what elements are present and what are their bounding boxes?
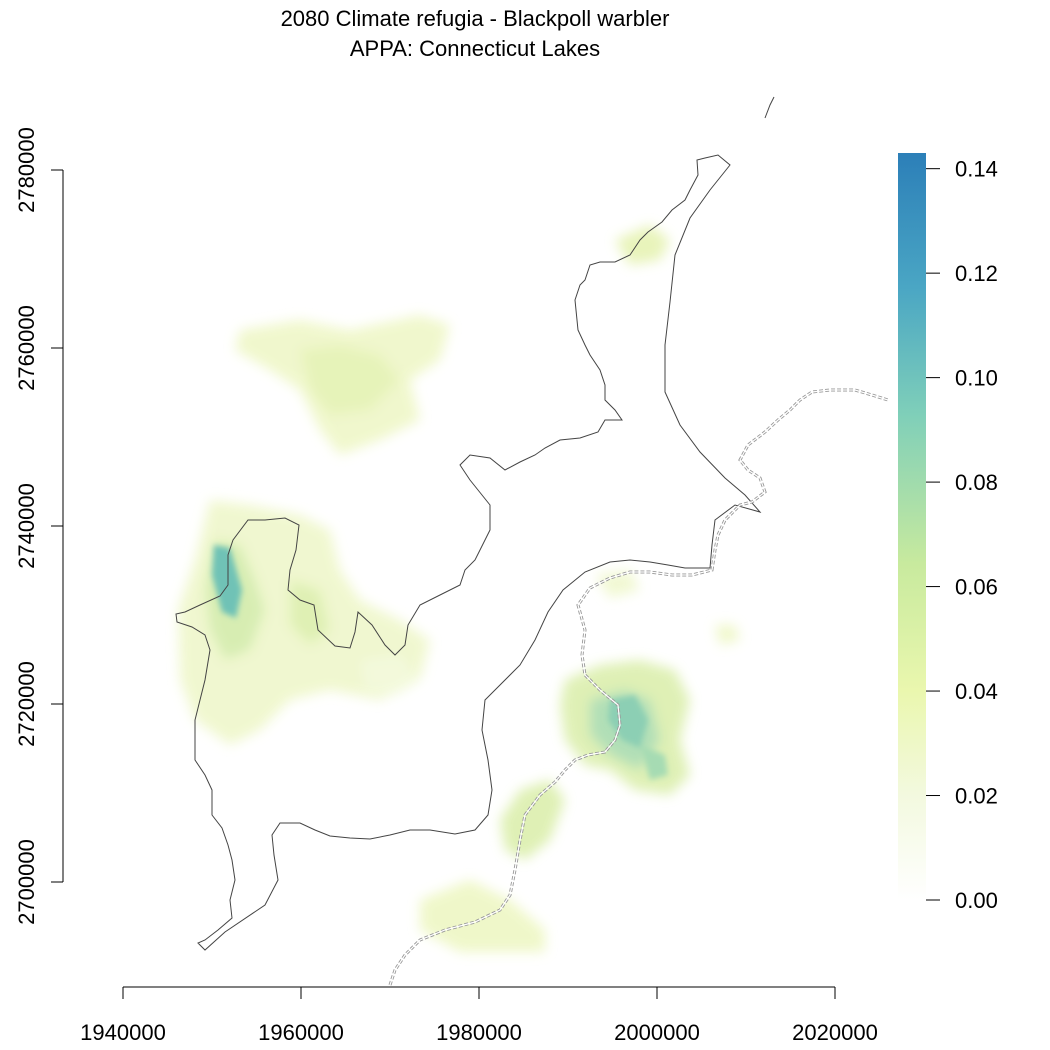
x-tick-label: 1940000 bbox=[80, 1020, 166, 1045]
appa-boundary bbox=[175, 154, 762, 951]
y-tick-label: 2740000 bbox=[14, 483, 39, 569]
y-tick-label: 2760000 bbox=[14, 305, 39, 391]
colorbar-tick-label: 0.04 bbox=[955, 679, 998, 704]
raster-patch-south-ridge bbox=[500, 780, 565, 860]
refugia-raster bbox=[178, 225, 740, 952]
appa-boundary-ne-fragment bbox=[764, 96, 775, 119]
map-title: 2080 Climate refugia - Blackpoll warbler bbox=[280, 6, 670, 31]
y-tick-label: 2700000 bbox=[14, 839, 39, 925]
x-axis: 1940000 1960000 1980000 2000000 2020000 bbox=[80, 986, 878, 1045]
y-axis: 2700000 2720000 2740000 2760000 2780000 bbox=[14, 127, 64, 925]
x-tick-label: 1960000 bbox=[258, 1020, 344, 1045]
raster-patch-north bbox=[615, 225, 670, 265]
x-tick-label: 1980000 bbox=[436, 1020, 522, 1045]
colorbar bbox=[898, 153, 926, 900]
map-subtitle: APPA: Connecticut Lakes bbox=[349, 36, 601, 61]
raster-patch-west-east-lobe bbox=[290, 580, 330, 645]
raster-patch-small-northeast bbox=[595, 570, 640, 598]
raster-patch-small-center bbox=[360, 655, 420, 695]
raster-patch-small-east bbox=[715, 625, 740, 645]
colorbar-tick-label: 0.08 bbox=[955, 470, 998, 495]
colorbar-tick-label: 0.06 bbox=[955, 575, 998, 600]
colorbar-tick-label: 0.12 bbox=[955, 261, 998, 286]
colorbar-tick-label: 0.10 bbox=[955, 366, 998, 391]
raster-hotspot-west bbox=[212, 545, 242, 618]
colorbar-tick-label: 0.00 bbox=[955, 888, 998, 913]
colorbar-tick-label: 0.14 bbox=[955, 157, 998, 182]
y-tick-label: 2780000 bbox=[14, 127, 39, 213]
colorbar-legend: 0.00 0.02 0.04 0.06 0.08 0.10 0.12 0.14 bbox=[898, 153, 998, 913]
raster-hotspot-southeast-2 bbox=[640, 745, 668, 780]
state-border-inner bbox=[389, 389, 889, 986]
colorbar-tick-label: 0.02 bbox=[955, 784, 998, 809]
x-tick-label: 2020000 bbox=[792, 1020, 878, 1045]
x-tick-label: 2000000 bbox=[614, 1020, 700, 1045]
raster-patch-northwest-core bbox=[300, 345, 400, 415]
raster-patch-far-south bbox=[420, 880, 545, 952]
y-tick-label: 2720000 bbox=[14, 661, 39, 747]
